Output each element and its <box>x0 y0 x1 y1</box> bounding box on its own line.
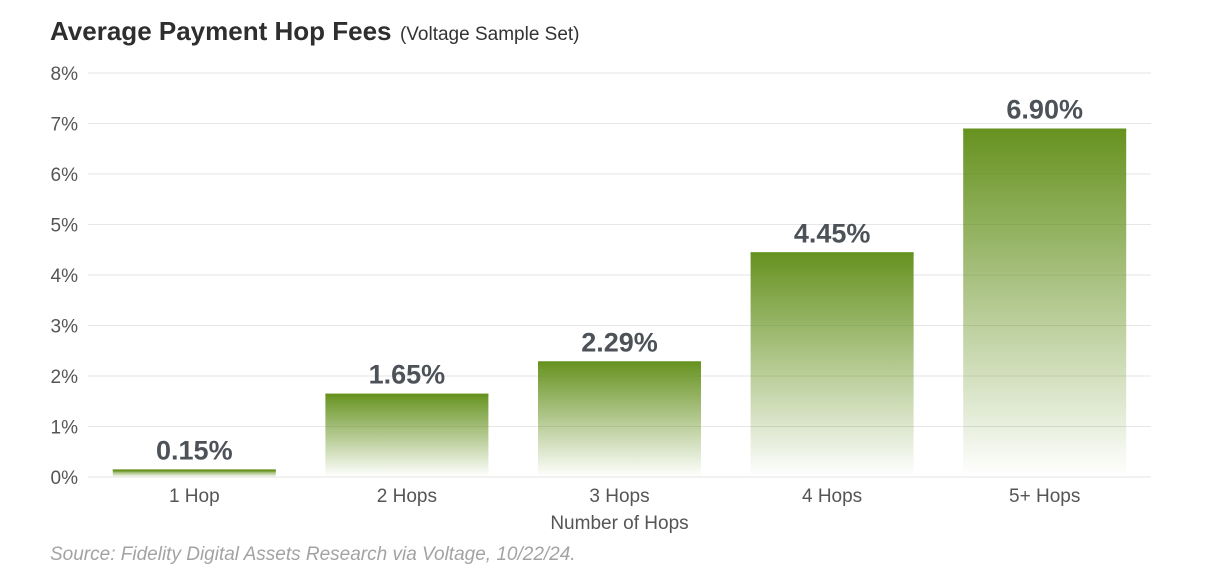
bar-top-edge <box>963 128 1127 131</box>
chart-subtitle: (Voltage Sample Set) <box>399 24 580 45</box>
bar-top-edge <box>750 252 914 255</box>
bar <box>112 469 276 477</box>
x-tick-label: 4 Hops <box>802 486 862 507</box>
bar <box>750 252 914 477</box>
y-tick-label: 8% <box>51 64 79 85</box>
chart-title: Average Payment Hop Fees <box>50 16 392 46</box>
x-tick-label: 2 Hops <box>377 486 437 507</box>
y-tick-label: 5% <box>51 216 79 237</box>
data-label: 6.90% <box>1006 95 1083 125</box>
bar <box>325 393 489 477</box>
chart-title-row: Average Payment Hop Fees (Voltage Sample… <box>50 16 580 47</box>
x-axis-label: Number of Hops <box>550 513 688 534</box>
bar <box>538 361 701 477</box>
y-tick-label: 7% <box>51 115 79 136</box>
y-tick-label: 1% <box>51 418 79 439</box>
y-tick-label: 6% <box>51 165 79 186</box>
x-tick-label: 3 Hops <box>589 486 649 507</box>
data-label: 4.45% <box>794 218 871 248</box>
bar-top-edge <box>538 361 701 364</box>
x-tick-label: 5+ Hops <box>1009 486 1080 507</box>
y-tick-label: 4% <box>51 266 79 287</box>
chart-source-note: Source: Fidelity Digital Assets Research… <box>50 544 576 565</box>
bar <box>963 128 1127 478</box>
data-label: 1.65% <box>369 360 446 390</box>
y-tick-label: 2% <box>51 367 79 388</box>
bar-top-edge <box>112 469 276 472</box>
bar-top-edge <box>325 393 489 396</box>
data-label: 0.15% <box>156 435 233 465</box>
data-label: 2.29% <box>581 327 658 357</box>
y-tick-label: 0% <box>51 468 79 489</box>
y-tick-label: 3% <box>51 317 79 338</box>
x-tick-label: 1 Hop <box>169 486 220 507</box>
